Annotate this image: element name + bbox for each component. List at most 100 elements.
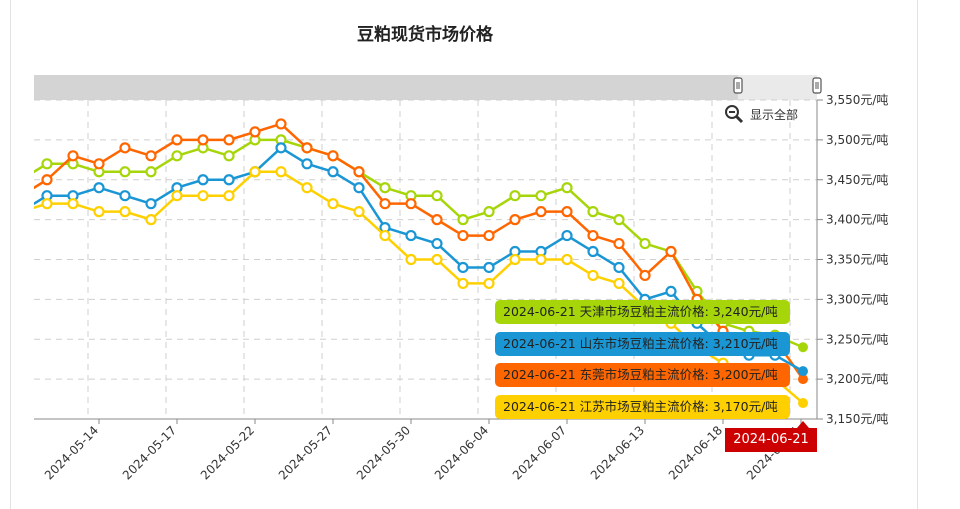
data-point[interactable] bbox=[275, 118, 287, 130]
data-point[interactable] bbox=[483, 261, 495, 274]
data-point[interactable] bbox=[457, 214, 469, 226]
data-point[interactable] bbox=[561, 229, 573, 242]
data-point[interactable] bbox=[223, 150, 235, 162]
data-point[interactable] bbox=[171, 150, 183, 162]
data-point[interactable] bbox=[41, 158, 53, 170]
data-point[interactable] bbox=[197, 174, 209, 186]
data-point[interactable] bbox=[613, 214, 625, 226]
y-tick-label: 3,400元/吨 bbox=[826, 213, 888, 227]
data-point[interactable] bbox=[587, 206, 599, 218]
data-point[interactable] bbox=[275, 166, 287, 178]
data-point-active[interactable] bbox=[798, 374, 808, 385]
data-point[interactable] bbox=[197, 134, 209, 146]
data-point[interactable] bbox=[119, 206, 131, 218]
data-point[interactable] bbox=[353, 206, 365, 218]
y-tick-label: 3,350元/吨 bbox=[826, 253, 888, 267]
data-point[interactable] bbox=[405, 229, 417, 242]
data-point-active[interactable] bbox=[798, 342, 808, 353]
data-point[interactable] bbox=[119, 190, 131, 202]
data-point[interactable] bbox=[301, 182, 313, 194]
data-point[interactable] bbox=[249, 126, 261, 138]
data-point[interactable] bbox=[197, 190, 209, 202]
data-point[interactable] bbox=[457, 229, 469, 242]
data-point[interactable] bbox=[405, 253, 417, 266]
data-point[interactable] bbox=[145, 166, 157, 178]
data-point[interactable] bbox=[457, 277, 469, 290]
data-point[interactable] bbox=[327, 166, 339, 178]
data-point[interactable] bbox=[67, 198, 79, 210]
tooltip-shandong: 2024-06-21 山东市场豆粕主流价格: 3,210元/吨 bbox=[495, 332, 790, 356]
data-point-active[interactable] bbox=[798, 366, 808, 377]
data-point[interactable] bbox=[301, 142, 313, 154]
data-point[interactable] bbox=[379, 198, 391, 210]
data-point-active[interactable] bbox=[798, 398, 808, 409]
data-point[interactable] bbox=[353, 166, 365, 178]
data-point[interactable] bbox=[275, 142, 287, 154]
data-point[interactable] bbox=[431, 214, 443, 226]
data-point[interactable] bbox=[145, 214, 157, 226]
data-point[interactable] bbox=[93, 158, 105, 170]
data-point[interactable] bbox=[561, 182, 573, 194]
data-point[interactable] bbox=[535, 206, 547, 218]
data-point[interactable] bbox=[509, 214, 521, 226]
data-point[interactable] bbox=[353, 182, 365, 194]
data-point[interactable] bbox=[431, 237, 443, 250]
data-point[interactable] bbox=[483, 206, 495, 218]
navigator-window[interactable] bbox=[738, 75, 817, 100]
data-point[interactable] bbox=[145, 150, 157, 162]
data-point[interactable] bbox=[587, 245, 599, 258]
data-point[interactable] bbox=[535, 253, 547, 266]
data-point[interactable] bbox=[639, 269, 651, 282]
data-point[interactable] bbox=[613, 237, 625, 250]
data-point[interactable] bbox=[171, 134, 183, 146]
data-point[interactable] bbox=[41, 198, 53, 210]
data-point[interactable] bbox=[483, 229, 495, 242]
data-point[interactable] bbox=[613, 277, 625, 290]
data-point[interactable] bbox=[327, 198, 339, 210]
series-2 bbox=[34, 142, 808, 377]
data-point[interactable] bbox=[249, 166, 261, 178]
data-point[interactable] bbox=[457, 261, 469, 274]
data-point[interactable] bbox=[379, 182, 391, 194]
data-point[interactable] bbox=[223, 174, 235, 186]
navigator-handle-left[interactable] bbox=[733, 77, 743, 94]
data-point[interactable] bbox=[119, 142, 131, 154]
data-point[interactable] bbox=[171, 190, 183, 202]
tooltip-tianjin: 2024-06-21 天津市场豆粕主流价格: 3,240元/吨 bbox=[495, 300, 790, 324]
zoom-out-icon bbox=[725, 105, 744, 124]
data-point[interactable] bbox=[301, 158, 313, 170]
x-tick-label: 2024-05-22 bbox=[198, 423, 257, 482]
data-point[interactable] bbox=[561, 206, 573, 218]
x-tick-label: 2024-05-14 bbox=[42, 423, 101, 482]
data-point[interactable] bbox=[587, 269, 599, 282]
data-point[interactable] bbox=[405, 198, 417, 210]
data-point[interactable] bbox=[327, 150, 339, 162]
y-tick-label: 3,300元/吨 bbox=[826, 292, 888, 306]
data-point[interactable] bbox=[509, 253, 521, 266]
navigator-handle-right[interactable] bbox=[812, 77, 822, 94]
data-point[interactable] bbox=[431, 190, 443, 202]
data-point[interactable] bbox=[93, 182, 105, 194]
data-point[interactable] bbox=[561, 253, 573, 266]
navigator-track[interactable] bbox=[34, 75, 817, 100]
chart-title: 豆粕现货市场价格 bbox=[357, 25, 493, 45]
series-1 bbox=[34, 118, 808, 385]
show-all-button[interactable]: 显示全部 bbox=[724, 104, 798, 124]
data-point[interactable] bbox=[587, 229, 599, 242]
data-point[interactable] bbox=[67, 150, 79, 162]
data-point[interactable] bbox=[613, 261, 625, 274]
data-point[interactable] bbox=[223, 190, 235, 202]
data-point[interactable] bbox=[93, 206, 105, 218]
data-point[interactable] bbox=[119, 166, 131, 178]
data-point[interactable] bbox=[483, 277, 495, 290]
data-point[interactable] bbox=[379, 229, 391, 242]
data-point[interactable] bbox=[639, 237, 651, 250]
data-point[interactable] bbox=[223, 134, 235, 146]
data-point[interactable] bbox=[145, 198, 157, 210]
data-point[interactable] bbox=[509, 190, 521, 202]
data-point[interactable] bbox=[41, 174, 53, 186]
data-point[interactable] bbox=[431, 253, 443, 266]
data-point[interactable] bbox=[665, 245, 677, 258]
data-point[interactable] bbox=[665, 285, 677, 297]
data-point[interactable] bbox=[535, 190, 547, 202]
